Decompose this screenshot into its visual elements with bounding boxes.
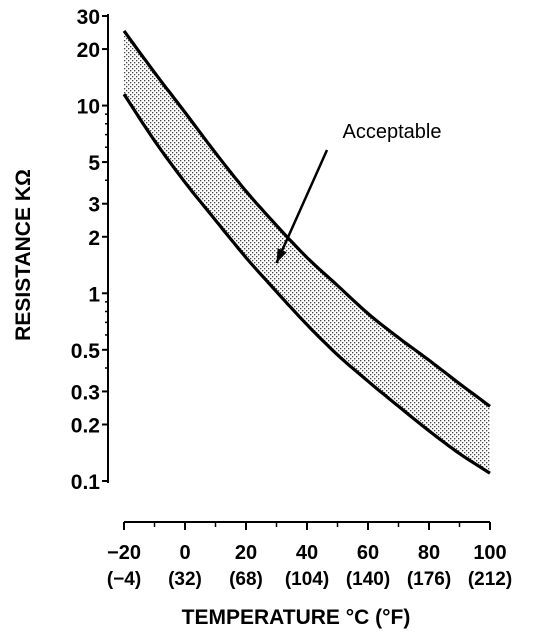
y-tick-label: 0.1 xyxy=(71,471,101,494)
y-tick-label: 0.2 xyxy=(71,414,100,437)
y-tick-label: 20 xyxy=(77,39,100,62)
annotations: Acceptable xyxy=(275,121,442,264)
x-axis-label: TEMPERATURE °C (°F) xyxy=(182,606,411,629)
y-tick-label: 5 xyxy=(88,152,100,175)
x-tick-label: 100 xyxy=(473,542,506,564)
upper-limit-line xyxy=(122,29,491,408)
y-tick-label: 1 xyxy=(88,283,100,306)
acceptable-range-fill xyxy=(124,30,490,474)
y-tick-label: 30 xyxy=(77,6,100,29)
x-tick-label: 80 xyxy=(418,542,440,564)
y-tick-label: 0.5 xyxy=(71,340,101,363)
x-tick-sublabel: (212) xyxy=(468,569,512,590)
x-tick-label: −20 xyxy=(107,542,141,564)
x-tick-sublabel: (104) xyxy=(285,569,329,590)
acceptable-band xyxy=(122,29,491,475)
annotation-arrowhead xyxy=(276,248,287,263)
x-tick-sublabel: (176) xyxy=(407,569,451,590)
y-tick-label: 0.3 xyxy=(71,381,100,404)
annotation-label: Acceptable xyxy=(343,121,442,143)
x-tick-sublabel: (140) xyxy=(346,569,390,590)
x-tick-sublabel: (68) xyxy=(229,569,263,590)
x-axis: −20 (−4) 0 (32) 20 (68) 40 (104) 60 (140) 80 (176) 1… xyxy=(107,521,512,590)
lower-limit-line xyxy=(122,93,491,475)
x-tick-label: 20 xyxy=(235,542,257,564)
y-tick-label: 10 xyxy=(77,96,100,119)
x-tick-sublabel: (32) xyxy=(168,569,202,590)
x-tick-label: 40 xyxy=(296,542,318,564)
x-tick-sublabel: (−4) xyxy=(107,569,141,590)
x-tick-label: 0 xyxy=(179,542,190,564)
y-tick-label: 3 xyxy=(88,194,100,217)
x-tick-label: 60 xyxy=(357,542,379,564)
annotation-pointer xyxy=(275,149,329,264)
y-tick-label: 2 xyxy=(88,227,100,250)
y-axis: 0.1 0.2 0.3 0.5 1 2 3 5 10 20 30 xyxy=(71,6,109,494)
y-axis-label: RESISTANCE KΩ xyxy=(12,169,35,341)
